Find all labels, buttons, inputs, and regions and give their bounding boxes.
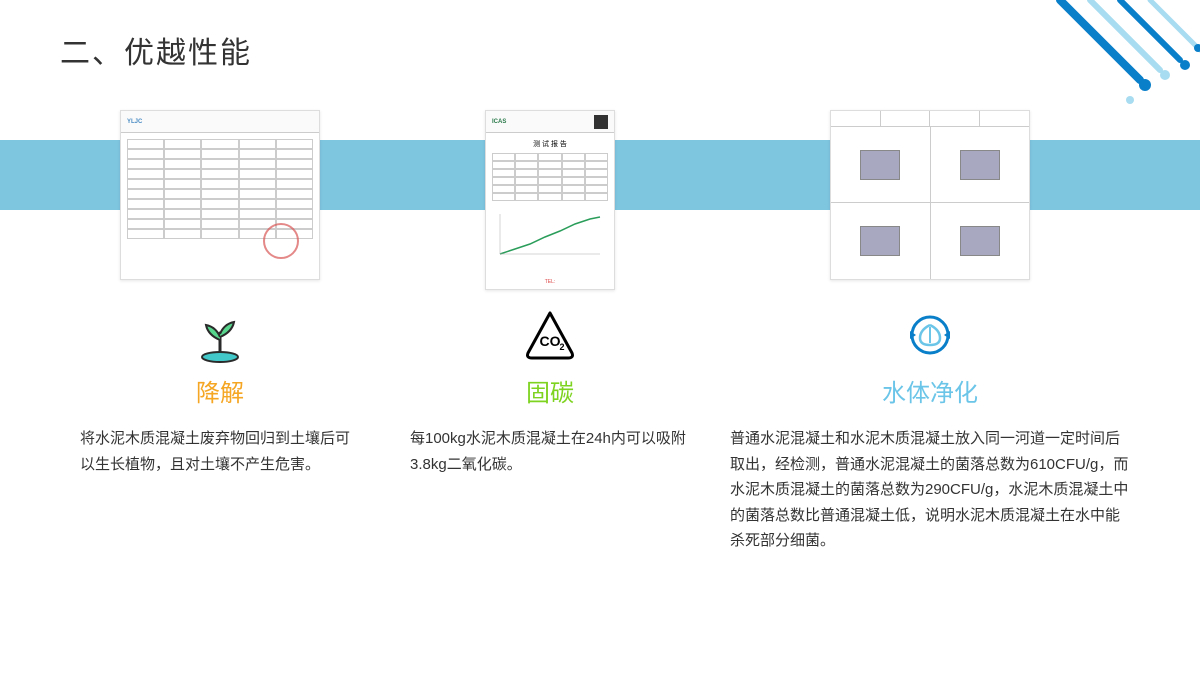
corner-decoration [1000, 0, 1200, 120]
doc2-title: 测 试 报 告 [492, 139, 608, 149]
doc2-logo: ICAS [492, 119, 506, 125]
doc1-seal [263, 223, 299, 259]
plant-icon [190, 305, 250, 365]
co2-icon: CO 2 [520, 305, 580, 365]
water-cycle-icon [900, 305, 960, 365]
title-carbon: 固碳 [526, 373, 574, 408]
document-image-3 [830, 110, 1030, 280]
svg-text:2: 2 [559, 342, 564, 352]
svg-text:CO: CO [540, 333, 561, 349]
slide-title: 二、优越性能 [60, 28, 252, 72]
desc-water: 普通水泥混凝土和水泥木质混凝土放入同一河道一定时间后取出，经检测，普通水泥混凝土… [730, 426, 1130, 554]
column-water: 水体净化 普通水泥混凝土和水泥木质混凝土放入同一河道一定时间后取出，经检测，普通… [730, 110, 1130, 554]
column-carbon: ICAS 测 试 报 告 TEL: [410, 110, 690, 554]
content-row: YLJC [0, 110, 1200, 554]
document-image-2: ICAS 测 试 报 告 TEL: [485, 110, 615, 290]
column-degradation: YLJC [70, 110, 370, 554]
doc1-logo: YLJC [121, 111, 319, 133]
title-water: 水体净化 [882, 373, 978, 408]
title-degradation: 降解 [196, 373, 244, 408]
desc-degradation: 将水泥木质混凝土废弃物回归到土壤后可以生长植物，且对土壤不产生危害。 [80, 426, 360, 477]
desc-carbon: 每100kg水泥木质混凝土在24h内可以吸附3.8kg二氧化碳。 [410, 426, 690, 477]
document-image-1: YLJC [120, 110, 320, 280]
